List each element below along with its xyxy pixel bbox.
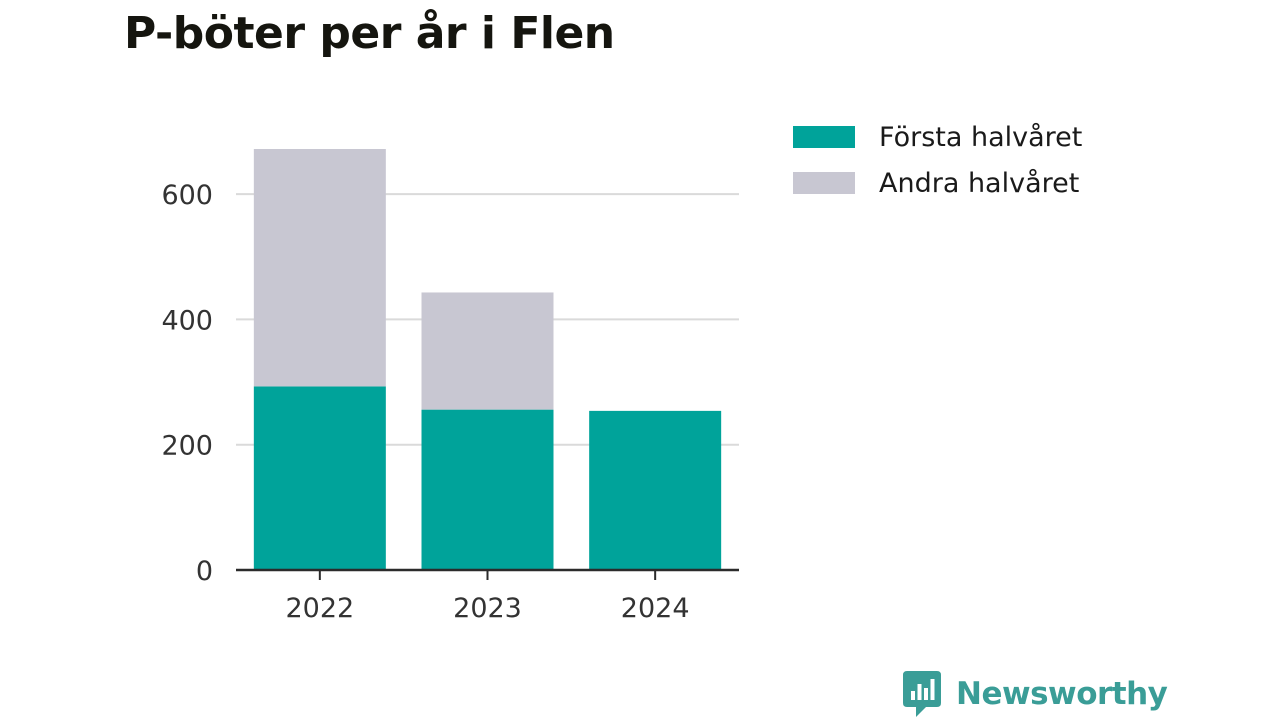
bar-2023-first-half [421, 409, 554, 570]
bar-group [253, 149, 722, 570]
x-tick-label-2024: 2024 [621, 593, 690, 624]
y-tick-label-400: 400 [161, 305, 213, 336]
legend-swatch-second-half [793, 172, 855, 194]
legend-swatch-first-half [793, 126, 855, 148]
brand-name: Newsworthy [956, 676, 1168, 712]
legend-label-second-half: Andra halvåret [879, 167, 1080, 199]
newsworthy-logo-icon [903, 671, 941, 717]
legend-label-first-half: Första halvåret [879, 121, 1083, 153]
bar-2022-first-half [253, 386, 386, 570]
legend: Första halvåret Andra halvåret [793, 114, 1082, 206]
bar-2022-second-half [253, 149, 386, 387]
y-tick-label-200: 200 [161, 431, 213, 462]
chart-title: P-böter per år i Flen [124, 8, 615, 59]
legend-item-first-half: Första halvåret [793, 114, 1082, 160]
legend-item-second-half: Andra halvåret [793, 160, 1082, 206]
x-tick-label-2023: 2023 [453, 593, 522, 624]
brand-logo: Newsworthy [902, 670, 1168, 718]
y-tick-label-0: 0 [196, 556, 213, 587]
axes: 0 200 400 600 2022 2023 2024 [161, 180, 739, 624]
x-tick-label-2022: 2022 [285, 593, 354, 624]
y-tick-label-600: 600 [161, 180, 213, 211]
bar-2023-second-half [421, 292, 554, 410]
bar-2024-first-half [589, 410, 722, 570]
